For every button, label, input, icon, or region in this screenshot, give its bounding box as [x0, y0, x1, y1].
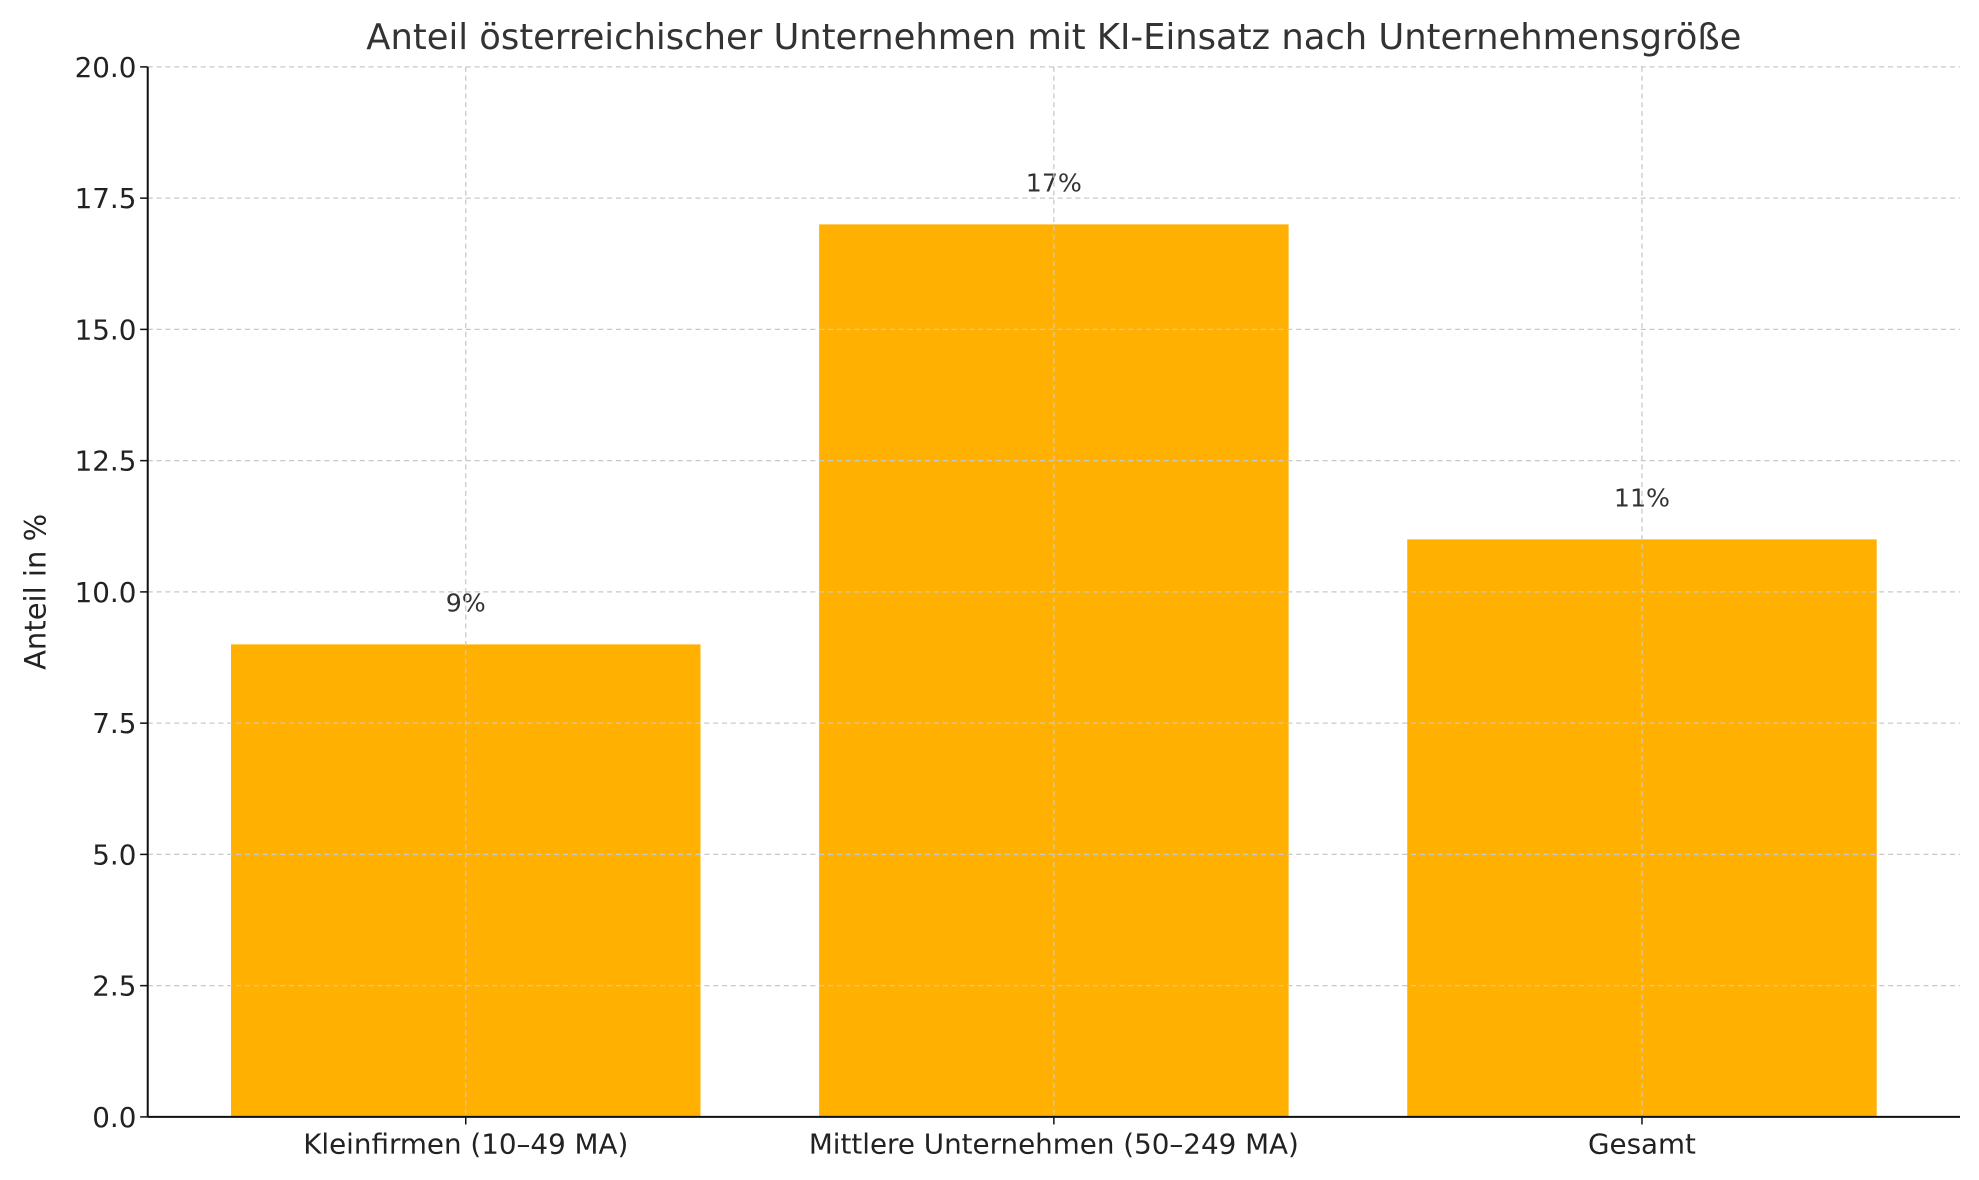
x-tick-label: Gesamt [1588, 1127, 1696, 1160]
data-label: 11% [1614, 484, 1670, 513]
y-tick-label: 10.0 [75, 576, 137, 609]
y-axis-label: Anteil in % [18, 514, 52, 670]
data-label: 9% [446, 589, 486, 618]
y-tick-label: 17.5 [75, 182, 137, 215]
chart-title: Anteil österreichischer Unternehmen mit … [366, 17, 1741, 58]
y-tick-label: 7.5 [92, 707, 136, 740]
x-tick-label: Mittlere Unternehmen (50–249 MA) [809, 1127, 1299, 1160]
y-tick-label: 12.5 [75, 445, 137, 478]
y-tick-label: 5.0 [92, 838, 136, 871]
y-tick-label: 2.5 [92, 970, 136, 1003]
y-tick-label: 0.0 [92, 1101, 136, 1134]
y-tick-label: 15.0 [75, 313, 137, 346]
x-tick-label: Kleinfirmen (10–49 MA) [303, 1127, 628, 1160]
y-tick-label: 20.0 [75, 51, 137, 84]
